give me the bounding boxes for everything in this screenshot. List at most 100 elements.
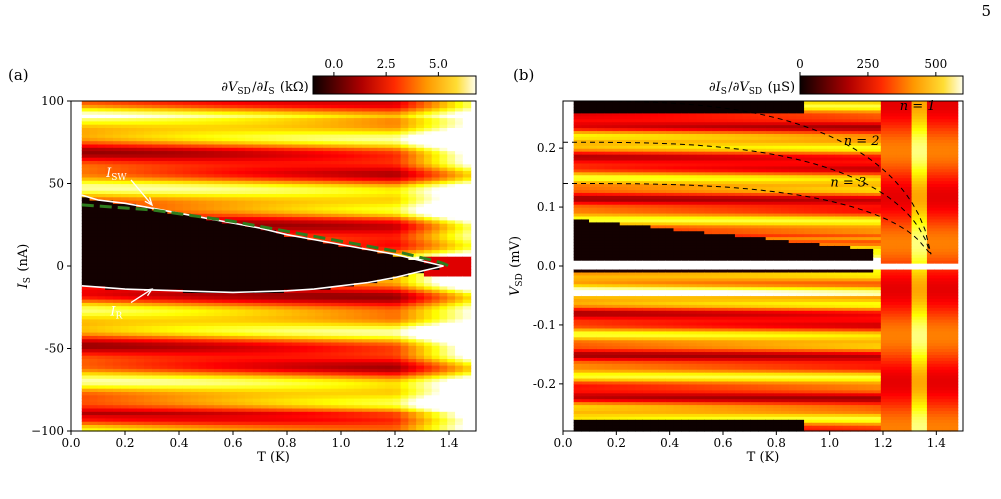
heatmap-cell: [190, 371, 200, 376]
heatmap-cell: [167, 223, 176, 227]
heatmap-cell: [229, 256, 238, 260]
heatmap-cell: [447, 411, 456, 416]
heatmap-cell: [144, 163, 153, 168]
heatmap-cell: [455, 124, 464, 128]
heatmap-cell: [315, 371, 324, 376]
heatmap-cell: [299, 381, 308, 386]
heatmap-cell: [268, 424, 277, 429]
heatmap-cell: [369, 140, 378, 145]
heatmap-cell: [81, 147, 91, 152]
heatmap-cell: [400, 170, 409, 175]
heatmap-cell: [307, 355, 316, 359]
heatmap-cell: [385, 262, 394, 267]
heatmap-cell: [136, 398, 145, 402]
heatmap-cell: [175, 163, 184, 168]
heatmap-cell: [392, 206, 402, 211]
heatmap-cell: [338, 299, 347, 303]
heatmap-cell: [315, 384, 324, 389]
heatmap-cell: [299, 127, 308, 132]
heatmap-cell: [260, 170, 270, 175]
heatmap-cell: [283, 401, 293, 406]
heatmap-cell: [260, 292, 270, 297]
heatmap-cell: [120, 124, 130, 128]
heatmap-cell: [346, 391, 355, 396]
heatmap-cell: [330, 163, 340, 168]
heatmap-cell: [400, 130, 409, 135]
heatmap-cell: [307, 229, 316, 234]
heatmap-cell: [400, 120, 409, 125]
heatmap-cell: [105, 209, 114, 214]
heatmap-cell: [408, 229, 417, 234]
heatmap-cell: [229, 421, 238, 425]
heatmap-cell: [431, 117, 441, 122]
heatmap-cell: [198, 292, 207, 297]
heatmap-cell: [346, 368, 355, 373]
heatmap-cell: [252, 424, 262, 429]
heatmap-cell: [408, 114, 417, 119]
heatmap-cell: [447, 325, 456, 330]
heatmap-cell: [245, 424, 254, 429]
heatmap-cell: [120, 262, 130, 267]
heatmap-cell: [392, 134, 402, 138]
heatmap-cell: [353, 183, 363, 188]
heatmap-cell: [159, 299, 168, 303]
heatmap-cell: [315, 233, 324, 237]
heatmap-cell: [447, 378, 456, 383]
heatmap-cell: [112, 153, 122, 158]
heatmap-cell: [268, 341, 277, 346]
heatmap-cell: [97, 160, 106, 165]
heatmap-cell: [299, 407, 308, 412]
heatmap-cell: [346, 107, 355, 112]
heatmap-cell: [221, 256, 231, 260]
heatmap-cell: [416, 407, 425, 412]
heatmap-cell: [105, 404, 114, 409]
heatmap-cell: [291, 183, 301, 188]
heatmap-cell: [144, 322, 153, 326]
heatmap-cell: [221, 147, 231, 152]
heatmap-cell: [159, 203, 168, 208]
heatmap-cell: [439, 332, 448, 336]
heatmap-cell: [392, 236, 402, 241]
heatmap-cell: [283, 328, 293, 333]
heatmap-cell: [190, 134, 200, 138]
heatmap-cell: [322, 361, 332, 366]
heatmap-cell: [369, 292, 378, 297]
heatmap-cell: [307, 150, 316, 155]
heatmap-cell: [369, 289, 378, 293]
heatmap-cell: [237, 233, 246, 237]
heatmap-cell: [229, 216, 238, 221]
heatmap-cell: [97, 407, 106, 412]
heatmap-cell: [221, 226, 231, 231]
heatmap-cell: [400, 110, 409, 115]
heatmap-cell: [120, 328, 130, 333]
heatmap-cell: [245, 107, 254, 112]
heatmap-cell: [338, 249, 347, 254]
heatmap-cell: [190, 183, 200, 188]
heatmap-cell: [353, 407, 363, 412]
heatmap-cell: [291, 335, 301, 340]
heatmap-cell: [268, 180, 277, 185]
heatmap-cell: [283, 285, 293, 290]
heatmap-cell: [97, 196, 106, 201]
heatmap-cell: [252, 200, 262, 204]
heatmap-cell: [159, 365, 168, 369]
heatmap-cell: [330, 117, 340, 122]
heatmap-cell: [128, 335, 137, 340]
heatmap-cell: [128, 417, 137, 422]
heatmap-cell: [447, 282, 456, 287]
heatmap-cell: [151, 427, 161, 432]
heatmap-cell: [299, 384, 308, 389]
heatmap-cell: [268, 262, 277, 267]
heatmap-cell: [330, 203, 340, 208]
heatmap-cell: [455, 365, 464, 369]
heatmap-cell: [229, 236, 238, 241]
heatmap-cell: [144, 147, 153, 152]
heatmap-cell: [268, 252, 277, 257]
heatmap-cell: [151, 124, 161, 128]
heatmap-cell: [299, 196, 308, 201]
heatmap-cell: [392, 229, 402, 234]
heatmap-cell: [369, 259, 378, 264]
heatmap-cell: [81, 341, 91, 346]
heatmap-cell: [377, 322, 386, 326]
heatmap-cell: [151, 332, 161, 336]
